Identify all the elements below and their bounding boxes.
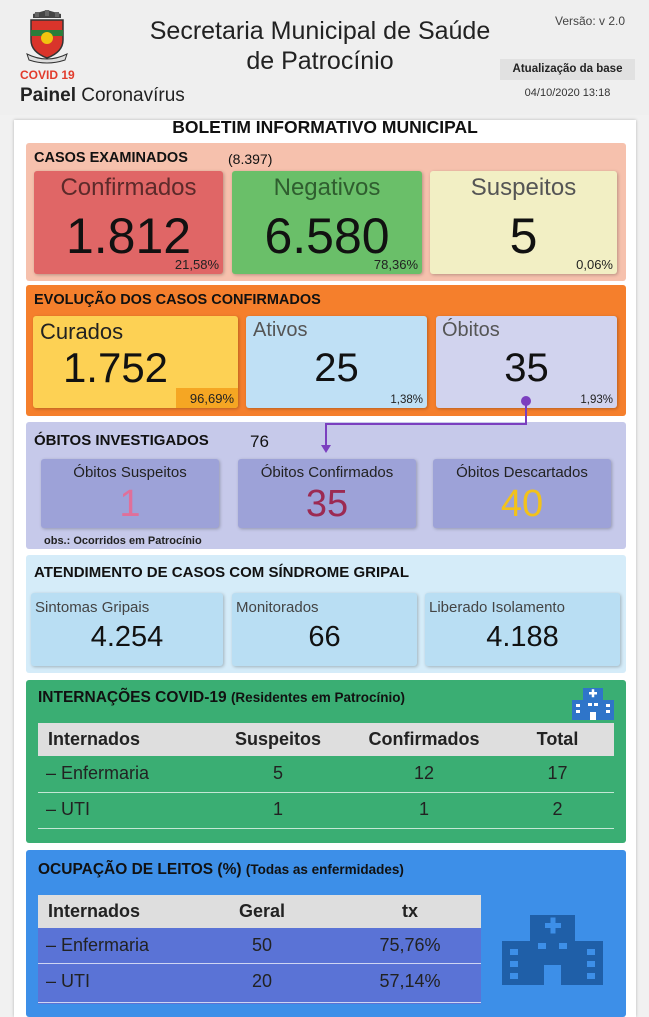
table-cell: 12 <box>413 763 435 783</box>
covid-label: COVID 19 <box>20 68 75 82</box>
obitos-title: ÓBITOS INVESTIGADOS <box>34 432 209 449</box>
table-cell: 57,14% <box>379 971 441 991</box>
row-divider <box>38 963 481 964</box>
row-divider <box>38 792 614 793</box>
card-liberado-isolamento[interactable]: Liberado Isolamento 4.188 <box>425 593 620 666</box>
ocupacao-title: OCUPAÇÃO DE LEITOS (%) (Todas as enfermi… <box>38 861 404 878</box>
obitos-obs: obs.: Ocorridos em Patrocínio <box>44 535 202 547</box>
hospital-icon <box>572 688 614 720</box>
card-obitos-descartados[interactable]: Óbitos Descartados 40 <box>433 459 611 528</box>
card-sintomas-gripais[interactable]: Sintomas Gripais 4.254 <box>31 593 223 666</box>
city-coat-of-arms-logo <box>26 10 68 64</box>
table-row: – UTI <box>46 971 91 991</box>
casos-title: CASOS EXAMINADOS <box>34 150 188 166</box>
sindrome-title: ATENDIMENTO DE CASOS COM SÍNDROME GRIPAL <box>34 564 410 581</box>
ocupacao-table-header <box>38 895 481 928</box>
card-confirmados[interactable]: Confirmados 1.812 21,58% <box>34 171 223 274</box>
table-cell: 2 <box>552 799 563 819</box>
card-obitos-suspeitos[interactable]: Óbitos Suspeitos 1 <box>41 459 219 528</box>
boletim-title: BOLETIM INFORMATIVO MUNICIPAL <box>172 117 478 137</box>
update-label: Atualização da base <box>500 59 635 80</box>
card-obitos-confirmados[interactable]: Óbitos Confirmados 35 <box>238 459 416 528</box>
table-cell: 1 <box>418 799 429 819</box>
table-cell: 1 <box>272 799 283 819</box>
card-suspeitos[interactable]: Suspeitos 5 0,06% <box>430 171 617 274</box>
ocupacao-header-tx: tx <box>401 901 418 921</box>
row-divider <box>38 1002 481 1003</box>
row-divider <box>38 828 614 829</box>
internacoes-header-confirmados: Confirmados <box>368 729 480 749</box>
painel-title: Painel Coronavírus <box>20 85 185 106</box>
page-title: Secretaria Municipal de Saúde de Patrocí… <box>149 17 491 75</box>
internacoes-header-internados: Internados <box>48 729 141 749</box>
obitos-total: 76 <box>250 432 269 451</box>
card-curados[interactable]: Curados 1.752 96,69% <box>33 316 238 408</box>
hospital-icon <box>502 915 603 985</box>
table-row: – Enfermaria <box>46 935 150 955</box>
table-cell: 17 <box>547 763 568 783</box>
ocupacao-header-geral: Geral <box>238 901 286 921</box>
table-cell: 50 <box>251 935 273 955</box>
casos-total: (8.397) <box>228 151 273 167</box>
table-row: – Enfermaria <box>46 763 150 783</box>
version-label: Versão: v 2.0 <box>555 14 626 28</box>
ocupacao-rows-bg <box>38 928 481 1004</box>
internacoes-table-header <box>38 723 614 756</box>
table-cell: 20 <box>251 971 273 991</box>
card-negativos[interactable]: Negativos 6.580 78,36% <box>232 171 422 274</box>
card-monitorados[interactable]: Monitorados 66 <box>232 593 417 666</box>
internacoes-header-suspeitos: Suspeitos <box>234 729 322 749</box>
table-row: – UTI <box>46 799 91 819</box>
page-header: COVID 19 Painel Coronavírus Secretaria M… <box>0 0 649 115</box>
table-cell: 5 <box>272 763 283 783</box>
internacoes-header-total: Total <box>536 729 579 749</box>
internacoes-section <box>26 680 626 843</box>
evolucao-title: EVOLUÇÃO DOS CASOS CONFIRMADOS <box>34 292 321 308</box>
table-cell: 75,76% <box>379 935 441 955</box>
internacoes-title: INTERNAÇÕES COVID-19 (Residentes em Patr… <box>38 689 405 706</box>
connector-arrow <box>321 396 531 453</box>
ocupacao-header-internados: Internados <box>48 901 141 921</box>
update-date: 04/10/2020 13:18 <box>524 87 611 99</box>
card-obitos[interactable]: Óbitos 35 1,93% <box>436 316 617 408</box>
card-ativos[interactable]: Ativos 25 1,38% <box>246 316 427 408</box>
